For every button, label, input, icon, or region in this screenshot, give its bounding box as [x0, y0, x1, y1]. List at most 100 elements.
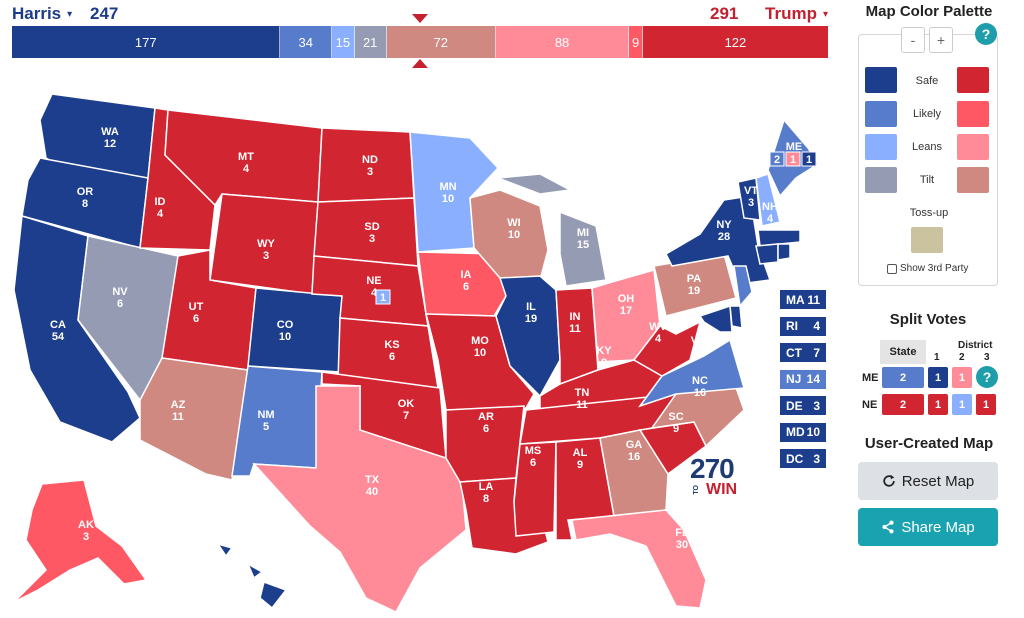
- state-ev-nh: 4: [767, 213, 774, 225]
- state-fl[interactable]: [571, 509, 707, 609]
- swatch-tossup[interactable]: [911, 227, 943, 253]
- help-icon[interactable]: ?: [976, 366, 998, 388]
- zoom-in-button[interactable]: +: [929, 27, 953, 53]
- state-ev-wi: 10: [508, 229, 520, 241]
- refresh-icon: [883, 474, 895, 487]
- majority-marker-top: [412, 14, 428, 23]
- harris-name: Harris: [12, 4, 62, 23]
- swatch-rep-tilt[interactable]: [957, 167, 989, 193]
- state-nj[interactable]: [733, 265, 753, 308]
- state-or[interactable]: [21, 157, 149, 249]
- ne-district-2-cell[interactable]: 1: [952, 394, 972, 415]
- state-nh[interactable]: [755, 173, 781, 227]
- logo-win: WIN: [706, 481, 738, 498]
- state-label-ak: AK: [78, 519, 94, 531]
- swatch-dem-leans[interactable]: [865, 134, 897, 160]
- swatch-rep-leans[interactable]: [957, 134, 989, 160]
- state-label-va: VA: [691, 335, 706, 347]
- small-state-box-ma[interactable]: MA 11: [779, 289, 827, 310]
- state-ma[interactable]: [757, 229, 801, 247]
- swatch-dem-tilt[interactable]: [865, 167, 897, 193]
- state-label-nh: NH: [762, 201, 778, 213]
- state-ev-nc: 16: [694, 387, 706, 399]
- me-row-label: ME: [862, 372, 879, 384]
- ne-state-cell[interactable]: 2: [882, 394, 924, 415]
- ne-district-1-cell[interactable]: 1: [928, 394, 948, 415]
- state-ga[interactable]: [599, 429, 669, 517]
- state-az[interactable]: [139, 357, 249, 481]
- state-label-ia: IA: [461, 269, 472, 281]
- state-ev-id: 4: [157, 208, 164, 220]
- swatch-dem-likely[interactable]: [865, 101, 897, 127]
- reset-map-label: Reset Map: [901, 472, 975, 490]
- swatch-rep-likely[interactable]: [957, 101, 989, 127]
- reset-map-button[interactable]: Reset Map: [858, 462, 998, 500]
- state-tx[interactable]: [252, 385, 467, 613]
- me-district-2-cell[interactable]: 1: [952, 367, 972, 388]
- small-state-ev: 3: [813, 398, 820, 413]
- ne-district-chip[interactable]: [375, 289, 391, 305]
- swatch-dem-safe[interactable]: [865, 67, 897, 93]
- state-label-nv: NV: [112, 286, 128, 298]
- state-wv[interactable]: [632, 320, 702, 377]
- swatch-rep-safe[interactable]: [957, 67, 989, 93]
- state-label-or: OR: [77, 186, 94, 198]
- state-hi[interactable]: [216, 542, 288, 610]
- small-state-box-dc[interactable]: DC 3: [779, 448, 827, 469]
- small-state-abbr: MD: [786, 425, 805, 439]
- ne-district-3-cell[interactable]: 1: [976, 394, 996, 415]
- state-label-mo: MO: [471, 335, 489, 347]
- label-tossup: Toss-up: [909, 207, 949, 219]
- small-state-box-md[interactable]: MD 10: [779, 421, 827, 443]
- me-district-1-cell[interactable]: 1: [928, 367, 948, 388]
- me-district-chip[interactable]: [769, 151, 785, 167]
- state-in[interactable]: [555, 287, 599, 386]
- small-state-box-ri[interactable]: RI 4: [779, 315, 827, 337]
- us-map: WA 12 OR 8 CA 54 NV 6 ID 4 MT 4 WY 3 UT 6 AZ 11 CO 10 NM 5 ND 3…: [0, 70, 840, 618]
- ev-bar-segment: 34: [280, 26, 333, 58]
- harris-dropdown[interactable]: Harris ▾: [12, 4, 72, 24]
- state-label-oh: OH: [618, 293, 635, 305]
- state-label-in: IN: [570, 311, 581, 323]
- show-third-party-label: Show 3rd Party: [900, 263, 969, 274]
- state-label-ny: NY: [716, 219, 732, 231]
- split-votes-title: Split Votes: [889, 311, 967, 328]
- small-state-box-ct[interactable]: CT 7: [779, 342, 827, 363]
- state-ct[interactable]: [755, 243, 779, 265]
- state-ev-co: 10: [279, 331, 291, 343]
- state-ak[interactable]: [13, 479, 148, 603]
- share-icon: [882, 520, 894, 534]
- state-nm[interactable]: [231, 365, 323, 477]
- state-label-pa: PA: [687, 273, 702, 285]
- state-label-ms: MS: [525, 445, 542, 457]
- state-ev-ok: 7: [403, 410, 409, 422]
- state-ev-ia: 6: [463, 281, 469, 293]
- state-label-ar: AR: [478, 411, 494, 423]
- help-icon[interactable]: ?: [975, 23, 997, 45]
- show-third-party-toggle[interactable]: Show 3rd Party: [887, 263, 968, 274]
- me-state-cell[interactable]: 2: [882, 367, 924, 388]
- small-state-box-nj[interactable]: NJ 14: [779, 368, 827, 390]
- state-label-ga: GA: [626, 439, 643, 451]
- me-district-chip[interactable]: [785, 151, 801, 167]
- trump-dropdown[interactable]: Trump ▾: [765, 4, 828, 24]
- zoom-out-button[interactable]: -: [901, 27, 925, 53]
- small-state-box-de[interactable]: DE 3: [779, 395, 827, 416]
- state-ev-oh: 17: [620, 305, 632, 317]
- small-state-abbr: DE: [786, 398, 803, 413]
- state-wi[interactable]: [469, 189, 549, 281]
- state-mi[interactable]: [497, 173, 607, 287]
- state-ev-ne: 4: [371, 287, 378, 299]
- me-district-chip[interactable]: [801, 151, 817, 167]
- state-ri[interactable]: [777, 243, 791, 261]
- state-ms[interactable]: [513, 441, 557, 537]
- state-co[interactable]: [247, 287, 343, 373]
- chevron-down-icon: ▾: [67, 8, 73, 20]
- state-label-nd: ND: [362, 154, 378, 166]
- state-vt[interactable]: [737, 177, 761, 221]
- checkbox-icon[interactable]: [887, 263, 897, 274]
- share-map-button[interactable]: Share Map: [858, 508, 998, 546]
- state-md[interactable]: [698, 304, 733, 333]
- state-label-wy: WY: [257, 238, 275, 250]
